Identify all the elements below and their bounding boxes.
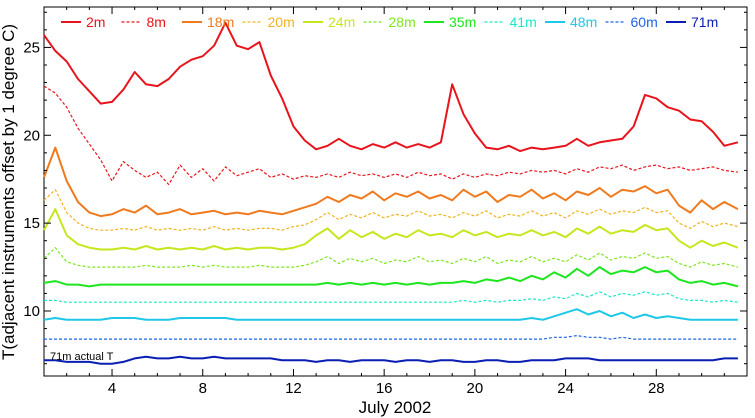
ticks-layer: 4 8 12 16 20 24 28 10 15 20 25 — [23, 7, 748, 397]
y-tick-label-20: 20 — [23, 127, 40, 144]
legend-label-71m: 71m — [691, 14, 718, 30]
series-line-60m — [44, 335, 738, 340]
series-line-2m — [43, 21, 739, 153]
legend-label-41m: 41m — [510, 14, 537, 30]
legend-label-28m: 28m — [389, 14, 416, 30]
series-line-41m — [44, 291, 738, 303]
series-line-8m — [43, 85, 738, 186]
legend-label-35m: 35m — [449, 14, 476, 30]
x-tick-label-16: 16 — [376, 380, 393, 397]
legend-label-18m: 18m — [207, 14, 234, 30]
x-tick-label-8: 8 — [199, 380, 207, 397]
legend-label-2m: 2m — [86, 14, 105, 30]
series-line-28m — [43, 247, 739, 268]
plot-frame — [43, 6, 748, 377]
series-line-71m — [44, 355, 738, 365]
y-tick-label-15: 15 — [23, 215, 40, 232]
legend-label-24m: 24m — [328, 14, 355, 30]
series-line-24m — [43, 208, 739, 251]
legend-label-8m: 8m — [147, 14, 166, 30]
x-tick-label-28: 28 — [648, 380, 665, 397]
series-line-48m — [43, 308, 738, 321]
series-layer — [43, 21, 739, 365]
y-tick-label-10: 10 — [23, 303, 40, 320]
legend-label-60m: 60m — [631, 14, 658, 30]
series-line-18m — [43, 146, 739, 218]
x-tick-label-24: 24 — [557, 380, 574, 397]
x-axis-title: July 2002 — [359, 398, 432, 417]
series-line-35m — [43, 266, 739, 288]
series-line-20m — [43, 189, 739, 231]
annotation-71m-actual: 71m actual T — [50, 351, 114, 363]
legend: 2m 8m 18m 20m 24m 28m 35m 41m 48m 60m 71m — [61, 14, 718, 30]
y-tick-label-25: 25 — [23, 39, 40, 56]
x-tick-label-20: 20 — [467, 380, 484, 397]
x-tick-label-4: 4 — [108, 380, 116, 397]
x-tick-label-12: 12 — [285, 380, 302, 397]
legend-label-48m: 48m — [570, 14, 597, 30]
legend-label-20m: 20m — [268, 14, 295, 30]
y-axis-title: T(adjacent instruments offset by 1 degre… — [0, 24, 18, 360]
